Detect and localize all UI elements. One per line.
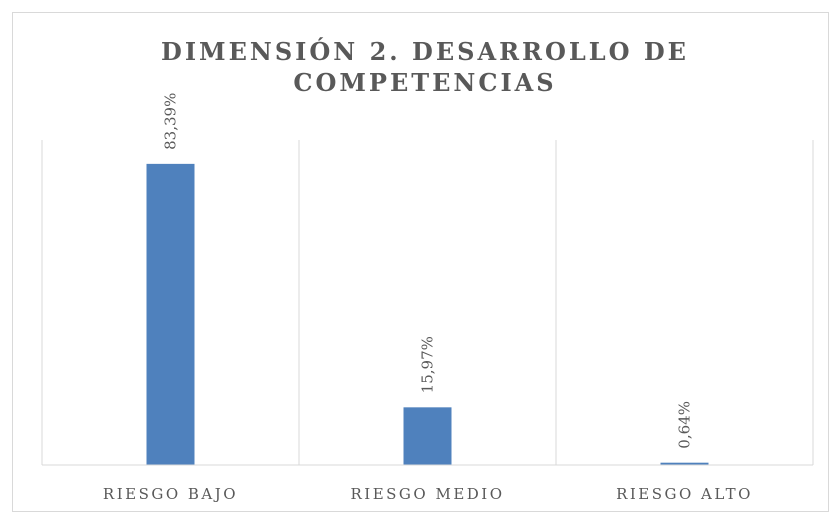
data-label: 15,97% [419, 336, 437, 393]
x-tick-label: RIESGO ALTO [616, 485, 753, 503]
bar [146, 163, 195, 465]
bar [403, 407, 452, 465]
x-tick-label: RIESGO BAJO [103, 485, 238, 503]
chart-title: DIMENSIÓN 2. DESARROLLO DE COMPETENCIAS [161, 37, 689, 97]
bar [660, 462, 709, 465]
data-label: 0,64% [676, 401, 694, 449]
data-label: 83,39% [162, 93, 180, 150]
x-tick-label: RIESGO MEDIO [350, 485, 504, 503]
